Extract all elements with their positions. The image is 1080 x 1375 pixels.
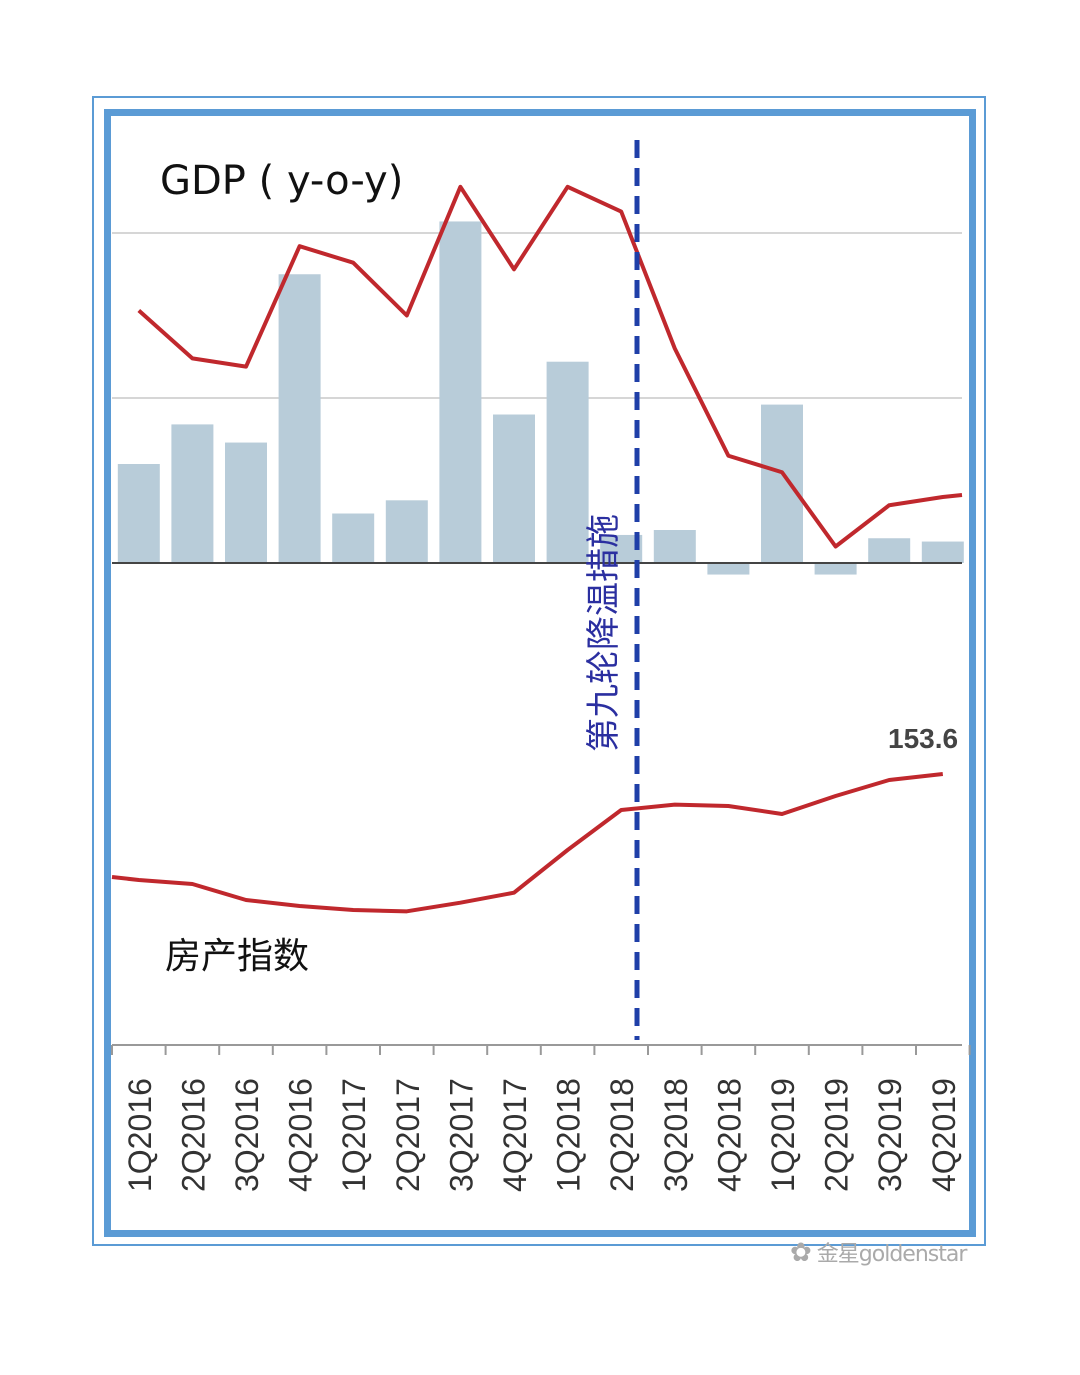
chart-outer-frame [92, 96, 986, 1246]
x-tick-label: 1Q2017 [336, 1078, 372, 1192]
bar-4Q2018 [707, 563, 750, 575]
x-tick-label: 2Q2017 [390, 1078, 426, 1192]
x-tick-label: 4Q2017 [497, 1078, 533, 1192]
bar-4Q2016 [278, 274, 321, 563]
x-tick-label: 3Q2016 [229, 1078, 265, 1192]
x-tick-label: 1Q2018 [551, 1078, 587, 1192]
bar-1Q2019 [761, 404, 803, 563]
house-index-line [111, 772, 944, 914]
bar-2Q2017 [385, 500, 428, 563]
policy-annotation: 第九轮降温措施 [584, 514, 624, 752]
wechat-icon: ✿ [790, 1238, 812, 1268]
x-tick-label: 2Q2016 [175, 1078, 211, 1192]
bar-1Q2017 [332, 513, 375, 563]
watermark: ✿ 金星goldenstar [790, 1236, 968, 1268]
bar-3Q2017 [439, 221, 482, 563]
house-index-end-label: 153.6 [888, 723, 958, 754]
x-tick-label: 3Q2018 [658, 1078, 694, 1192]
bar-3Q2019 [868, 538, 911, 563]
x-tick-label: 3Q2017 [443, 1078, 479, 1192]
bar-3Q2016 [225, 442, 267, 563]
bar-3Q2018 [653, 530, 696, 563]
x-tick-label: 2Q2019 [819, 1078, 855, 1192]
x-tick-label: 1Q2019 [765, 1078, 801, 1192]
x-tick-label: 1Q2016 [122, 1078, 158, 1192]
x-tick-label: 3Q2019 [872, 1078, 908, 1192]
x-tick-label: 2Q2018 [604, 1078, 640, 1192]
gdp-line [137, 184, 963, 549]
house-index-label: 房产指数 [165, 936, 309, 977]
bar-2Q2016 [171, 424, 214, 563]
bar-1Q2018 [546, 361, 589, 563]
bar-4Q2017 [493, 414, 535, 563]
x-tick-label: 4Q2019 [926, 1078, 962, 1192]
bar-1Q2016 [117, 464, 160, 563]
bar-4Q2019 [921, 541, 964, 563]
gdp-title: GDP ( y-o-y) [160, 158, 403, 204]
x-tick-label: 4Q2016 [283, 1078, 319, 1192]
watermark-text: 金星goldenstar [816, 1242, 968, 1267]
bar-2Q2019 [814, 563, 857, 575]
x-tick-label: 4Q2018 [711, 1078, 747, 1192]
